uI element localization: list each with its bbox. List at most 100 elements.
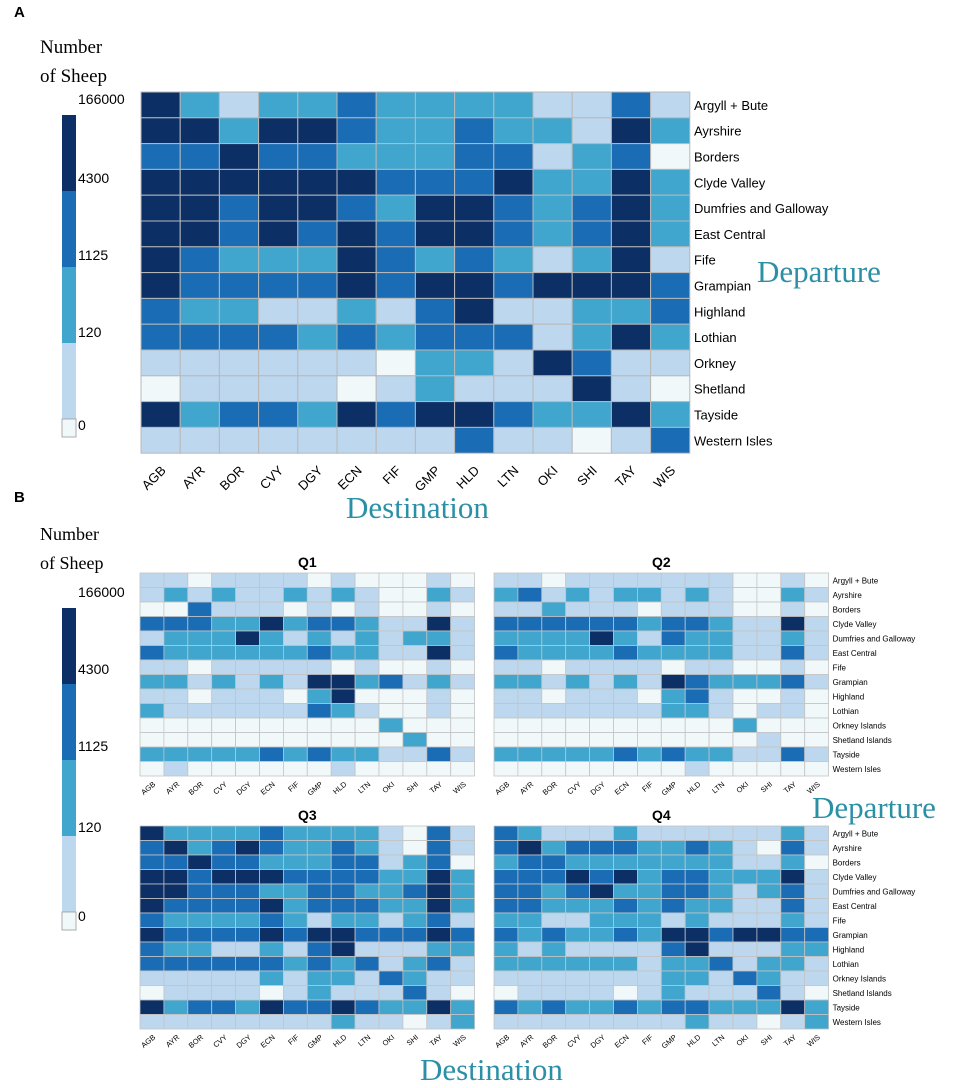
heatmap-cell (454, 117, 495, 145)
column-label: LTN (356, 780, 372, 796)
column-label: WIS (650, 462, 678, 490)
heatmap-cell (780, 688, 806, 704)
heatmap-cell (282, 688, 308, 704)
heatmap-cell (354, 854, 380, 870)
heatmap-cell (402, 869, 428, 885)
heatmap-cell (613, 1014, 638, 1030)
heatmap-cell (330, 970, 356, 986)
heatmap-cell (804, 927, 830, 943)
heatmap-cell (140, 401, 181, 428)
heatmap-cell (732, 927, 758, 943)
heatmap-cell (637, 970, 662, 986)
heatmap-cell (139, 703, 165, 719)
heatmap-cell (532, 246, 573, 274)
heatmap-cell (211, 869, 236, 885)
heatmap-cell (684, 985, 710, 1001)
heatmap-cell (378, 746, 404, 762)
column-label: FIF (380, 463, 404, 487)
heatmap-cell (493, 630, 519, 646)
heatmap-cell (218, 297, 260, 325)
heatmap-cell (613, 630, 638, 646)
heatmap-cell (259, 970, 284, 986)
heatmap-cell (163, 717, 189, 733)
heatmap-cell (637, 1014, 662, 1030)
heatmap-cell (613, 761, 638, 777)
column-label: TAY (612, 462, 639, 489)
column-label: AYR (164, 779, 182, 796)
heatmap-cell (613, 898, 638, 914)
heatmap-cell (660, 999, 686, 1015)
heatmap-cell (235, 898, 260, 914)
heatmap-cell (637, 703, 662, 719)
heatmap-cell (402, 587, 428, 603)
heatmap-cell (163, 587, 189, 603)
legend-tick-label: 4300 (78, 661, 109, 677)
heatmap-cell (708, 854, 734, 870)
column-label: GMP (306, 780, 325, 798)
heatmap-cell (756, 746, 782, 762)
heatmap-cell (756, 703, 782, 719)
heatmap-cell (187, 688, 213, 704)
heatmap-cell (414, 401, 456, 428)
heatmap-cell (330, 999, 356, 1015)
column-label: LTN (494, 463, 521, 490)
heatmap-cell (235, 840, 260, 856)
heatmap-cell (426, 659, 452, 675)
heatmap-cell (330, 883, 356, 899)
heatmap-cell (330, 927, 356, 943)
heatmap-cell (258, 297, 299, 325)
heatmap-cell (259, 732, 284, 748)
heatmap-cell (258, 117, 299, 145)
column-label: HLD (331, 1032, 349, 1049)
heatmap-cell (732, 703, 758, 719)
heatmap-cell (297, 323, 338, 351)
heatmap-cell (756, 825, 782, 841)
legend-title-a-line1: Number (40, 37, 103, 58)
heatmap-cell (378, 601, 404, 617)
heatmap-cell (354, 732, 380, 748)
heatmap-cell (414, 143, 456, 170)
heatmap-cell (493, 601, 519, 617)
heatmap-cell (139, 869, 165, 885)
heatmap-cell (354, 840, 380, 856)
heatmap-cell (541, 732, 567, 748)
heatmap-cell (179, 143, 220, 170)
heatmap-cell (259, 630, 284, 646)
heatmap-cell (517, 840, 543, 856)
heatmap-cell (684, 883, 710, 899)
heatmap-cell (780, 927, 806, 943)
heatmap-cell (660, 630, 686, 646)
heatmap-cell (450, 999, 476, 1015)
heatmap-cell (282, 970, 308, 986)
heatmap-cell (684, 717, 710, 733)
heatmap-cell (354, 761, 380, 777)
legend-tick-label: 120 (78, 324, 102, 340)
heatmap-cell (235, 985, 260, 1001)
heatmap-cell (708, 985, 734, 1001)
heatmap-cell (517, 854, 543, 870)
heatmap-cell (613, 746, 638, 762)
panel-letter-b: B (14, 489, 25, 506)
heatmap-cell (532, 349, 573, 377)
heatmap-cell (660, 703, 686, 719)
legend-swatch (62, 267, 76, 343)
heatmap-cell (493, 869, 519, 885)
heatmap-cell (336, 401, 377, 428)
column-label: ECN (613, 780, 631, 797)
heatmap-cell (454, 426, 495, 454)
heatmap-cell (532, 375, 573, 403)
heatmap-cell (378, 970, 404, 986)
heatmap-cell (708, 840, 734, 856)
heatmap-cell (282, 761, 308, 777)
heatmap-cell (637, 732, 662, 748)
heatmap-cell (571, 91, 612, 119)
heatmap-cell (493, 941, 519, 957)
heatmap-cell (330, 688, 356, 704)
legend-tick-label: 166000 (78, 584, 125, 600)
row-label: Clyde Valley (833, 620, 877, 629)
heatmap-cell (637, 674, 662, 690)
heatmap-cell (450, 941, 476, 957)
heatmap-cell (780, 1014, 806, 1030)
x-axis-title-b: Destination (420, 1052, 563, 1087)
